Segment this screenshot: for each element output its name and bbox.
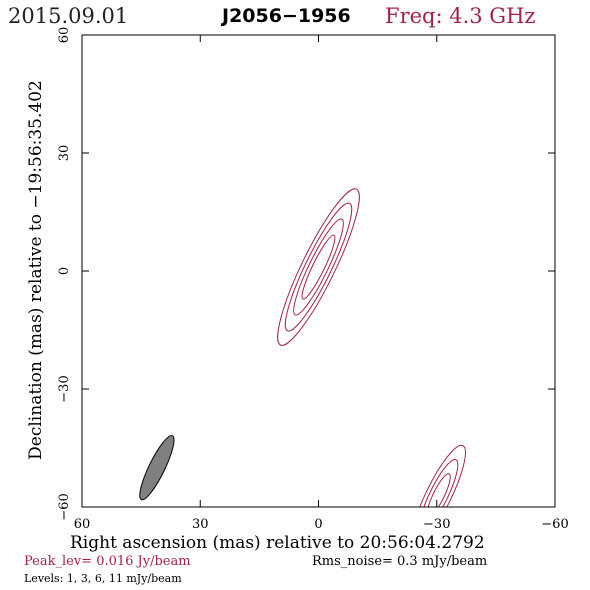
contour-secondary-level-3 xyxy=(419,459,459,507)
plot-frame xyxy=(81,34,556,508)
x-tick-label: −30 xyxy=(423,517,450,532)
y-tick-labels: −60 −30 0 30 60 xyxy=(57,27,72,521)
peak-level: Peak_lev= 0.016 Jy/beam xyxy=(24,554,191,569)
y-tick-label: −30 xyxy=(57,375,72,402)
contour-core-level-1 xyxy=(277,188,360,346)
beam-layer xyxy=(139,435,175,501)
x-tick-label: −60 xyxy=(541,517,568,532)
frequency-label: Freq: 4.3 GHz xyxy=(385,4,536,28)
x-axis-label: Right ascension (mas) relative to 20:56:… xyxy=(70,533,485,553)
contour-core-level-6 xyxy=(293,218,344,316)
y-tick-label: 60 xyxy=(57,27,72,44)
contour-layer xyxy=(277,188,466,507)
y-tick-label: 30 xyxy=(57,145,72,162)
tick-marks xyxy=(81,34,556,508)
x-tick-label: 60 xyxy=(74,517,91,532)
y-tick-label: −60 xyxy=(57,493,72,520)
beam-ellipse xyxy=(139,435,175,501)
observation-date: 2015.09.01 xyxy=(8,4,129,28)
source-name: J2056−1956 xyxy=(222,5,351,27)
x-tick-label: 0 xyxy=(314,517,322,532)
x-tick-labels: 60 30 0 −30 −60 xyxy=(74,517,569,532)
contour-levels: Levels: 1, 3, 6, 11 mJy/beam xyxy=(24,572,182,585)
contour-core-level-11 xyxy=(301,234,336,300)
contour-secondary-level-6 xyxy=(426,473,451,507)
rms-noise: Rms_noise= 0.3 mJy/beam xyxy=(312,554,488,569)
y-tick-label: 0 xyxy=(57,267,72,275)
contour-secondary-level-1 xyxy=(411,444,466,507)
y-axis-label: Declination (mas) relative to −19:56:35.… xyxy=(26,80,46,460)
contour-core-level-3 xyxy=(284,202,353,332)
x-tick-label: 30 xyxy=(192,517,209,532)
